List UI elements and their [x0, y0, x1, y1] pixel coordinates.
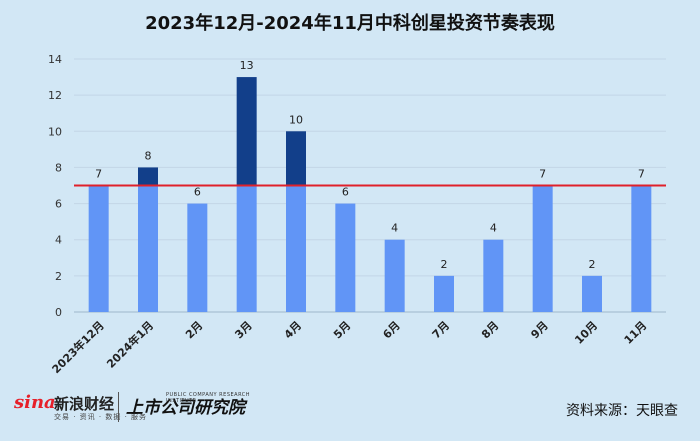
x-tick-label: 4月	[282, 319, 304, 341]
y-axis-ticks: 0 2 4 6 8 10 12 14	[48, 53, 62, 319]
data-labels: 7 8 6 13 10 6 4 2 4 7 2 7	[95, 59, 645, 271]
bar	[335, 203, 356, 312]
y-tick-label: 6	[55, 198, 62, 211]
y-tick-label: 2	[55, 270, 62, 283]
bar	[434, 275, 454, 312]
data-label: 4	[490, 222, 497, 235]
institute-english-name: PUBLIC COMPANY RESEARCH INSTITUTE	[166, 392, 251, 404]
data-label: 4	[391, 222, 398, 235]
data-label: 8	[145, 149, 152, 162]
data-label: 2	[441, 258, 448, 271]
data-label: 6	[194, 186, 201, 199]
y-tick-label: 14	[48, 53, 62, 66]
x-tick-label: 5月	[331, 319, 353, 341]
grid-lines	[74, 58, 666, 313]
x-tick-label: 11月	[622, 319, 650, 347]
data-label: 7	[638, 168, 645, 181]
data-label: 7	[539, 168, 546, 181]
bar	[483, 239, 504, 312]
logo-divider	[118, 392, 119, 422]
x-tick-label: 8月	[479, 319, 501, 341]
data-label: 2	[589, 258, 596, 271]
bar	[138, 185, 158, 312]
x-tick-label: 9月	[528, 319, 550, 341]
bar	[582, 275, 602, 312]
chart-title: 2023年12月-2024年11月中科创星投资节奏表现	[145, 13, 555, 34]
bar	[88, 185, 109, 312]
bar-excess	[138, 167, 158, 186]
bar	[532, 185, 553, 312]
data-label: 13	[240, 59, 254, 72]
data-label: 6	[342, 186, 349, 199]
y-tick-label: 4	[55, 234, 62, 247]
x-tick-label: 10月	[572, 319, 600, 347]
x-tick-label: 2023年12月	[49, 318, 107, 376]
x-tick-label: 2月	[183, 319, 205, 341]
y-tick-label: 12	[48, 89, 62, 102]
bar	[286, 185, 306, 312]
data-label: 7	[95, 168, 102, 181]
bar-excess	[236, 77, 257, 186]
institute-logo: 上市公司研究院	[126, 398, 245, 418]
bar	[631, 185, 652, 312]
bars	[88, 77, 652, 312]
bar	[187, 203, 208, 312]
sina-finance-subtitle: 交易 · 资讯 · 数据 · 服务	[54, 413, 148, 421]
x-tick-label: 3月	[232, 319, 254, 341]
bar	[236, 185, 257, 312]
y-tick-label: 0	[55, 306, 62, 319]
bar	[384, 239, 405, 312]
x-tick-label: 7月	[430, 319, 452, 341]
x-tick-label: 6月	[380, 319, 402, 341]
y-tick-label: 10	[48, 125, 62, 138]
data-label: 10	[289, 113, 303, 126]
sina-logo: sina	[14, 392, 56, 413]
data-source: 资料来源：天眼查	[566, 403, 678, 419]
bar-excess	[286, 131, 306, 186]
y-tick-label: 8	[55, 161, 62, 174]
footer-logos: sina 新浪财经 交易 · 资讯 · 数据 · 服务 上市公司研究院 PUBL…	[14, 390, 274, 426]
sina-finance-name: 新浪财经	[54, 395, 115, 413]
x-tick-label: 2024年1月	[104, 318, 157, 371]
